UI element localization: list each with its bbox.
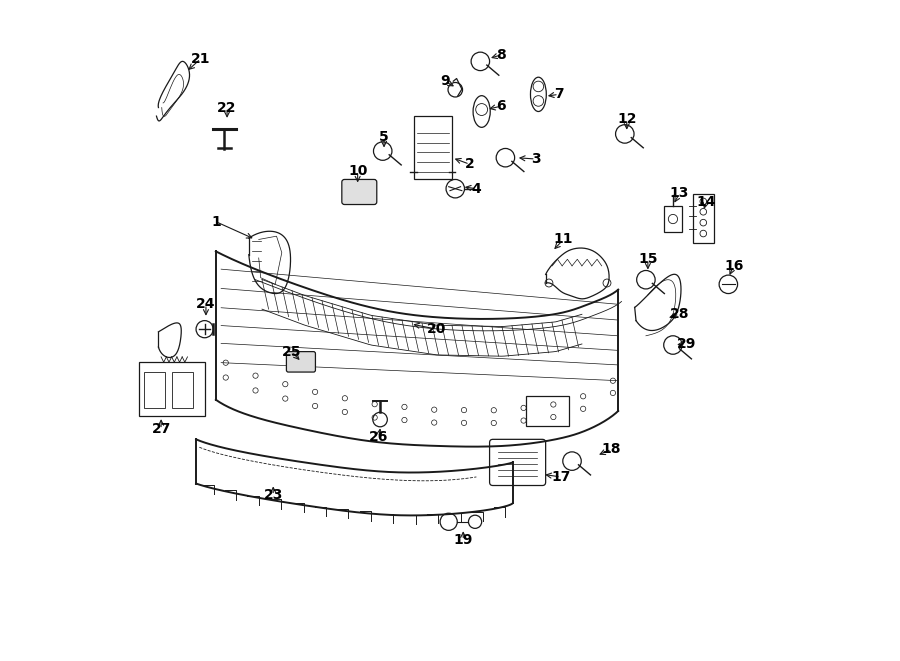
Text: 12: 12 <box>617 112 636 126</box>
Text: 23: 23 <box>264 488 283 502</box>
Text: 29: 29 <box>677 336 696 351</box>
Text: 19: 19 <box>454 533 473 547</box>
Text: 6: 6 <box>496 99 506 113</box>
Text: 13: 13 <box>670 186 689 200</box>
FancyBboxPatch shape <box>286 352 315 372</box>
Text: 10: 10 <box>348 164 367 178</box>
Text: 8: 8 <box>497 48 507 61</box>
Text: 14: 14 <box>697 195 716 209</box>
Text: 20: 20 <box>428 322 446 336</box>
Text: 25: 25 <box>282 344 302 359</box>
Text: 26: 26 <box>369 430 389 444</box>
Text: 15: 15 <box>638 253 658 266</box>
Text: 7: 7 <box>554 87 563 101</box>
Text: 18: 18 <box>602 442 621 456</box>
Text: 21: 21 <box>191 52 211 65</box>
Text: 3: 3 <box>531 152 541 166</box>
Text: 1: 1 <box>211 215 220 229</box>
Text: 28: 28 <box>670 307 689 321</box>
Text: 4: 4 <box>472 182 482 196</box>
Text: 16: 16 <box>724 259 743 273</box>
Text: 11: 11 <box>554 233 573 247</box>
Text: 27: 27 <box>151 422 171 436</box>
Text: 24: 24 <box>196 297 216 311</box>
Text: 17: 17 <box>551 470 571 484</box>
Text: 22: 22 <box>217 100 237 114</box>
FancyBboxPatch shape <box>342 179 377 204</box>
Text: 2: 2 <box>465 157 474 171</box>
Text: 9: 9 <box>440 74 449 88</box>
Text: 5: 5 <box>379 130 389 144</box>
